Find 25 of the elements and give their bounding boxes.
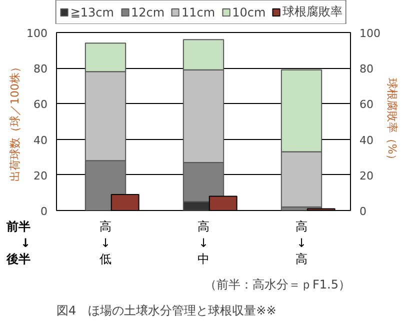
y-tick-label: 20 (34, 169, 48, 182)
legend-label: 12cm (130, 5, 165, 19)
x-tick-label: 高 ↓ 低 (100, 220, 112, 266)
text: 前半 ↓ 後半 (6, 220, 31, 266)
text: 図4 ほ場の土壌水分管理と球根収量※※ (56, 304, 276, 318)
y2-tick-label: 100 (360, 27, 380, 40)
legend-label: 11cm (182, 5, 216, 19)
y2-tick-label: 20 (360, 169, 374, 182)
y2-tick-label: 80 (360, 62, 374, 76)
y2-tick-label: 40 (360, 134, 374, 147)
y-tick-label: 40 (34, 134, 48, 147)
y2-axis-title: 球根腐敗率（%） (385, 78, 398, 166)
x-tick-label: 高 ↓ 高 (296, 220, 308, 266)
legend-label: 球根腐敗率 (282, 4, 343, 20)
legend-label: ≧13cm (70, 5, 114, 19)
legend-label: 10cm (232, 5, 266, 19)
y-tick-label: 100 (26, 27, 48, 40)
y-tick-label: 0 (40, 205, 48, 218)
y2-tick-label: 60 (360, 98, 374, 112)
y-tick-label: 80 (34, 62, 48, 76)
y2-tick-label: 0 (360, 205, 366, 218)
x-tick-label: 高 ↓ 中 (198, 220, 210, 266)
text: （前半：高水分＝ｐF1.5） (204, 278, 351, 292)
y-tick-label: 60 (34, 98, 48, 112)
y-axis-title: 出荷球数（球／100株） (8, 62, 22, 182)
